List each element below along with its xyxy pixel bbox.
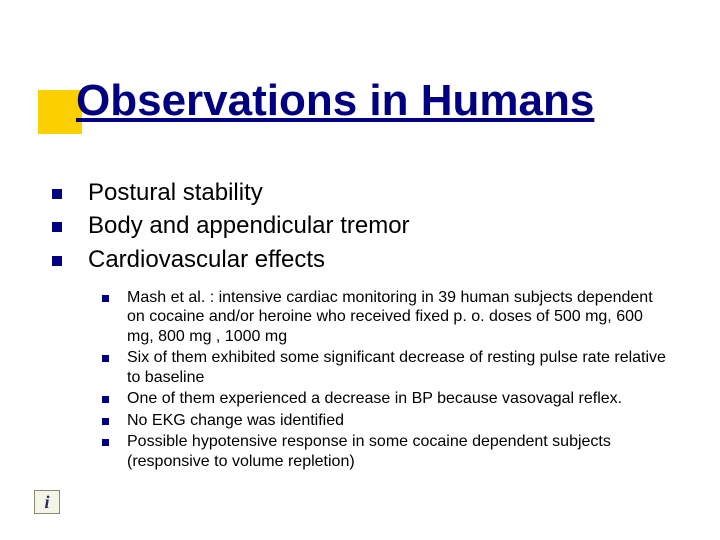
bullet-text: Postural stability xyxy=(88,178,263,207)
list-item: Mash et al. : intensive cardiac monitori… xyxy=(102,288,672,347)
bullet-square-icon xyxy=(102,418,109,425)
bullet-square-icon xyxy=(102,355,109,362)
bullet-text: No EKG change was identified xyxy=(127,411,344,431)
slide-title: Observations in Humans xyxy=(76,76,594,126)
list-item: Postural stability xyxy=(52,178,672,207)
bullet-text: Mash et al. : intensive cardiac monitori… xyxy=(127,288,672,347)
sub-list: Mash et al. : intensive cardiac monitori… xyxy=(102,288,672,472)
bullet-text: Cardiovascular effects xyxy=(88,245,325,274)
bullet-text: Possible hypotensive response in some co… xyxy=(127,432,672,471)
list-item: No EKG change was identified xyxy=(102,411,672,431)
list-item: Six of them exhibited some significant d… xyxy=(102,348,672,387)
info-icon[interactable]: i xyxy=(34,490,60,514)
list-item: Possible hypotensive response in some co… xyxy=(102,432,672,471)
bullet-square-icon xyxy=(52,222,62,232)
bullet-square-icon xyxy=(102,295,109,302)
info-glyph: i xyxy=(44,493,49,511)
slide-body: Postural stability Body and appendicular… xyxy=(52,178,672,473)
list-item: Body and appendicular tremor xyxy=(52,211,672,240)
bullet-square-icon xyxy=(52,256,62,266)
bullet-square-icon xyxy=(52,189,62,199)
bullet-square-icon xyxy=(102,396,109,403)
bullet-text: Six of them exhibited some significant d… xyxy=(127,348,672,387)
bullet-text: One of them experienced a decrease in BP… xyxy=(127,389,622,409)
slide: Observations in Humans Postural stabilit… xyxy=(0,0,720,540)
list-item: One of them experienced a decrease in BP… xyxy=(102,389,672,409)
list-item: Cardiovascular effects xyxy=(52,245,672,274)
bullet-square-icon xyxy=(102,439,109,446)
bullet-text: Body and appendicular tremor xyxy=(88,211,410,240)
